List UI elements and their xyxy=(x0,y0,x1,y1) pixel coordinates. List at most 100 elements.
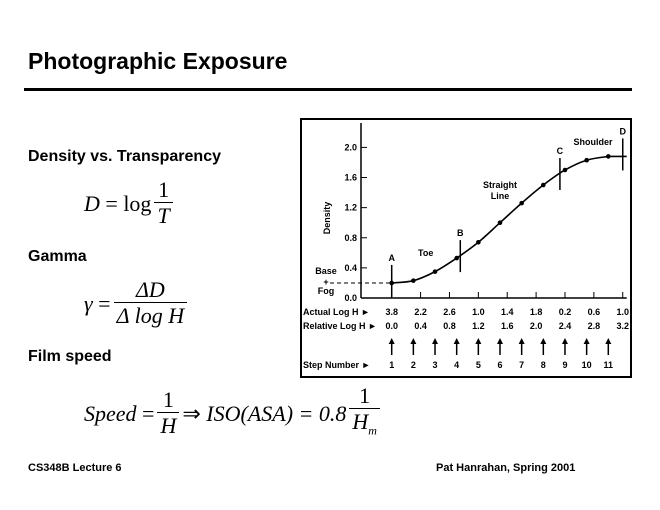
y-tick-label: 0.0 xyxy=(344,293,357,303)
step-number: 6 xyxy=(497,360,502,370)
data-point xyxy=(432,269,438,274)
formula-term: = xyxy=(105,190,118,216)
relative-log-h-label: 0.0 xyxy=(385,321,398,331)
region-marker-label: A xyxy=(388,253,395,263)
actual-log-h-label: 0.6 xyxy=(588,307,601,317)
fraction: ΔD Δ log H xyxy=(113,277,188,329)
step-arrowhead xyxy=(518,338,525,344)
data-point xyxy=(454,255,459,261)
y-tick-label: 0.4 xyxy=(344,263,357,273)
step-arrowhead xyxy=(497,338,503,344)
numerator: 1 xyxy=(158,177,170,202)
step-arrowhead xyxy=(475,338,482,344)
footer-course: CS348B Lecture 6 xyxy=(28,462,122,474)
data-point xyxy=(606,154,611,159)
denominator: T xyxy=(154,202,173,229)
numerator: ΔD xyxy=(135,277,165,302)
slide-title: Photographic Exposure xyxy=(28,48,288,74)
numerator: 1 xyxy=(162,387,174,413)
formula-term: log xyxy=(123,190,152,216)
fog-label: Fog xyxy=(318,286,335,296)
plus-label: + xyxy=(323,277,328,287)
step-number: 4 xyxy=(454,360,459,370)
relative-log-h-label: 2.4 xyxy=(559,321,572,331)
step-number: 1 xyxy=(389,360,394,370)
data-point xyxy=(497,220,503,225)
fraction: 1 Hm xyxy=(349,384,380,443)
numerator: 1 xyxy=(359,383,371,408)
step-number: 9 xyxy=(562,360,567,370)
step-number: 10 xyxy=(582,360,592,370)
chart-frame xyxy=(300,118,632,378)
step-arrowhead xyxy=(583,338,590,344)
relative-log-h-label: 1.6 xyxy=(501,321,514,331)
formula-term: D xyxy=(84,190,100,216)
formula-term: ISO(ASA) = 0.8 xyxy=(206,400,347,426)
relative-log-h-label: 2.8 xyxy=(588,321,601,331)
y-tick-label: 0.8 xyxy=(344,233,357,243)
step-number: 5 xyxy=(476,360,481,370)
relative-log-h-label: 1.2 xyxy=(472,321,485,331)
region-marker-label: C xyxy=(557,146,564,156)
data-point xyxy=(562,167,568,173)
data-point xyxy=(519,200,524,206)
base-label: Base xyxy=(315,266,337,276)
data-point xyxy=(584,157,589,163)
title-divider xyxy=(24,88,632,91)
shoulder-label: Shoulder xyxy=(573,137,612,147)
data-point xyxy=(541,182,546,188)
density-curve xyxy=(391,155,627,284)
region-marker-label: B xyxy=(457,228,464,238)
straight-line-label: Straight xyxy=(483,180,517,190)
actual-log-h-row-label: Actual Log H ► xyxy=(303,307,370,317)
formula-term: = xyxy=(142,400,155,426)
y-tick-label: 1.6 xyxy=(344,173,357,183)
step-arrowhead xyxy=(388,338,395,344)
actual-log-h-label: 1.0 xyxy=(472,307,485,317)
y-tick-label: 1.2 xyxy=(344,203,357,213)
relative-log-h-row-label: Relative Log H ► xyxy=(303,321,377,331)
actual-log-h-label: 0.2 xyxy=(559,307,572,317)
data-point xyxy=(476,239,481,245)
heading-film-speed: Film speed xyxy=(28,348,112,365)
formula-term: γ xyxy=(84,290,93,316)
footer-author: Pat Hanrahan, Spring 2001 xyxy=(436,462,576,474)
region-marker-label: D xyxy=(619,126,626,136)
straight-line-label: Line xyxy=(491,191,510,201)
characteristic-curve-chart: 0.0 0.4 0.8 1.2 1.6 2.0 Density 3.8 0.0 2.2 0.4 2.6… xyxy=(300,118,632,378)
formula-term: = xyxy=(98,290,111,316)
actual-log-h-label: 1.8 xyxy=(530,307,543,317)
relative-log-h-label: 0.8 xyxy=(443,321,456,331)
denominator: Δ log H xyxy=(113,302,188,329)
formula-term: Speed xyxy=(84,400,137,426)
actual-log-h-label: 2.6 xyxy=(443,307,456,317)
formula-gamma: γ = ΔD Δ log H xyxy=(84,278,190,329)
step-arrowhead xyxy=(453,338,460,344)
denominator: Hm xyxy=(349,408,380,443)
actual-log-h-label: 3.8 xyxy=(385,307,398,317)
step-arrowhead xyxy=(605,338,612,344)
heading-gamma: Gamma xyxy=(28,248,87,265)
step-arrowhead xyxy=(432,338,439,344)
implies-symbol: ⇒ xyxy=(182,400,201,426)
step-arrowhead xyxy=(410,338,417,344)
subscript: m xyxy=(368,423,377,438)
relative-log-h-label: 2.0 xyxy=(530,321,543,331)
step-number: 11 xyxy=(604,360,614,370)
step-number-row-label: Step Number ► xyxy=(303,360,370,370)
relative-log-h-label: 0.4 xyxy=(414,321,427,331)
data-point xyxy=(411,278,416,283)
y-tick-label: 2.0 xyxy=(344,142,357,152)
step-arrowhead xyxy=(540,338,547,344)
actual-log-h-label: 1.4 xyxy=(501,307,514,317)
actual-log-h-label: 2.2 xyxy=(414,307,427,317)
step-arrowhead xyxy=(561,338,568,344)
step-number: 8 xyxy=(541,360,546,370)
toe-label: Toe xyxy=(418,248,433,258)
relative-log-h-label: 3.2 xyxy=(616,321,629,331)
